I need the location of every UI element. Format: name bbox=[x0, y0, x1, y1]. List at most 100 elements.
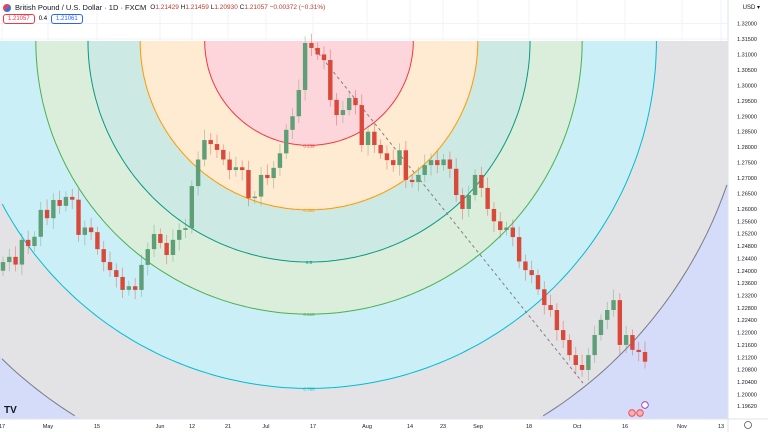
time-label: 16 bbox=[622, 424, 628, 430]
candle bbox=[19, 233, 25, 276]
candle bbox=[479, 166, 484, 198]
candle-body bbox=[25, 239, 31, 247]
event-earnings-icon[interactable] bbox=[636, 409, 644, 417]
price-label: 1.25200 bbox=[737, 232, 757, 238]
candle bbox=[630, 329, 635, 356]
candle-body bbox=[258, 174, 264, 197]
candle-body bbox=[472, 174, 478, 196]
candle bbox=[516, 226, 522, 269]
candle bbox=[195, 151, 201, 196]
candle bbox=[548, 294, 553, 317]
candle bbox=[0, 256, 6, 277]
price-label: 1.24000 bbox=[737, 269, 757, 275]
candle bbox=[114, 263, 119, 288]
fib-level-label: 0.786 bbox=[303, 386, 315, 391]
candle-body bbox=[441, 159, 446, 166]
sell-button[interactable]: 1.21057 bbox=[3, 14, 35, 24]
time-axis[interactable]: 17 May 15 Jun 12 21 Jul 17 Aug 14 23 Sep 18 Oct 16 Nov 1… bbox=[0, 424, 724, 430]
event-flash-icon[interactable] bbox=[641, 401, 649, 409]
candle bbox=[328, 49, 333, 107]
fib-circles[interactable]: 0.236 0.382 0.5 0.618 0.786 bbox=[0, 40, 728, 419]
candle-body bbox=[498, 221, 503, 230]
candle-body bbox=[403, 150, 409, 180]
tradingview-logo[interactable]: TV bbox=[4, 405, 17, 416]
candle bbox=[277, 144, 283, 176]
candle-body bbox=[302, 43, 308, 90]
candle bbox=[321, 46, 327, 70]
time-label: 23 bbox=[440, 424, 446, 430]
candle-body bbox=[428, 160, 434, 166]
candle bbox=[510, 219, 516, 247]
fib-circle-0.236[interactable] bbox=[204, 41, 414, 146]
candle bbox=[271, 161, 276, 189]
candle bbox=[334, 93, 339, 126]
settings-gear-icon[interactable] bbox=[744, 421, 752, 429]
candle bbox=[246, 160, 251, 207]
candle-body bbox=[586, 355, 591, 370]
candle-body bbox=[554, 309, 560, 331]
spread: 0.4 bbox=[38, 16, 48, 22]
candle bbox=[309, 33, 314, 56]
candle bbox=[63, 191, 69, 212]
candle bbox=[183, 218, 188, 238]
buy-button[interactable]: 1.21061 bbox=[51, 14, 83, 24]
fib-circle-0.382[interactable] bbox=[139, 41, 479, 211]
candle-body bbox=[114, 270, 119, 277]
fib-circle-1[interactable] bbox=[1, 184, 728, 417]
price-label: 1.23600 bbox=[737, 281, 757, 287]
price-axis[interactable] bbox=[728, 0, 768, 432]
candle-body bbox=[76, 199, 81, 235]
time-label: 17 bbox=[0, 424, 5, 430]
candle bbox=[233, 156, 239, 177]
candle bbox=[416, 166, 421, 192]
candle-body bbox=[51, 199, 56, 219]
candles bbox=[0, 33, 648, 381]
candle-body bbox=[158, 233, 163, 243]
candle bbox=[208, 133, 213, 155]
candle bbox=[535, 269, 541, 295]
candle bbox=[25, 230, 31, 255]
candle-body bbox=[466, 195, 471, 209]
candle-body bbox=[611, 300, 616, 310]
candle bbox=[340, 100, 346, 124]
candle-body bbox=[510, 227, 516, 238]
candle-body bbox=[145, 249, 150, 265]
candle-body bbox=[296, 89, 302, 117]
candle-body bbox=[126, 286, 132, 290]
candle bbox=[170, 229, 176, 262]
candle-body bbox=[617, 300, 623, 345]
time-label: 18 bbox=[526, 424, 532, 430]
candle bbox=[38, 201, 43, 247]
candle bbox=[554, 303, 560, 341]
symbol-title[interactable]: British Pound / U.S. Dollar · 1D · FXCM bbox=[15, 3, 147, 12]
candle-body bbox=[391, 160, 396, 166]
price-label: 1.20800 bbox=[737, 368, 757, 374]
event-earnings-icon[interactable] bbox=[628, 409, 636, 417]
candle bbox=[258, 166, 264, 206]
event-icons[interactable] bbox=[628, 401, 649, 417]
candle bbox=[391, 149, 396, 172]
price-label: 1.32000 bbox=[737, 22, 757, 28]
fib-circle-0.786[interactable] bbox=[1, 41, 657, 389]
candle bbox=[88, 218, 94, 241]
candle-body bbox=[623, 335, 629, 345]
candle-body bbox=[277, 153, 283, 168]
candle bbox=[284, 124, 289, 159]
low-value: 1.20930 bbox=[214, 4, 238, 11]
price-label: 1.21200 bbox=[737, 355, 757, 361]
currency-selector[interactable]: USD ▾ bbox=[742, 5, 760, 11]
candle-body bbox=[170, 239, 176, 255]
candle bbox=[265, 164, 270, 185]
candle-body bbox=[309, 43, 314, 48]
fib-circle-0.618[interactable] bbox=[35, 40, 583, 315]
candle bbox=[290, 108, 295, 140]
fib-circle-0.5[interactable] bbox=[87, 41, 531, 263]
fib-level-label: 0.382 bbox=[303, 208, 315, 213]
candle bbox=[107, 251, 113, 277]
trade-row: 1.21057 0.4 1.21061 bbox=[3, 14, 83, 24]
candle bbox=[239, 160, 245, 181]
price-axis-labels: 1.32000 1.31500 1.31000 1.30500 1.30000 1.295… bbox=[737, 22, 757, 411]
time-label: Sep bbox=[473, 424, 483, 430]
candle bbox=[560, 320, 566, 348]
